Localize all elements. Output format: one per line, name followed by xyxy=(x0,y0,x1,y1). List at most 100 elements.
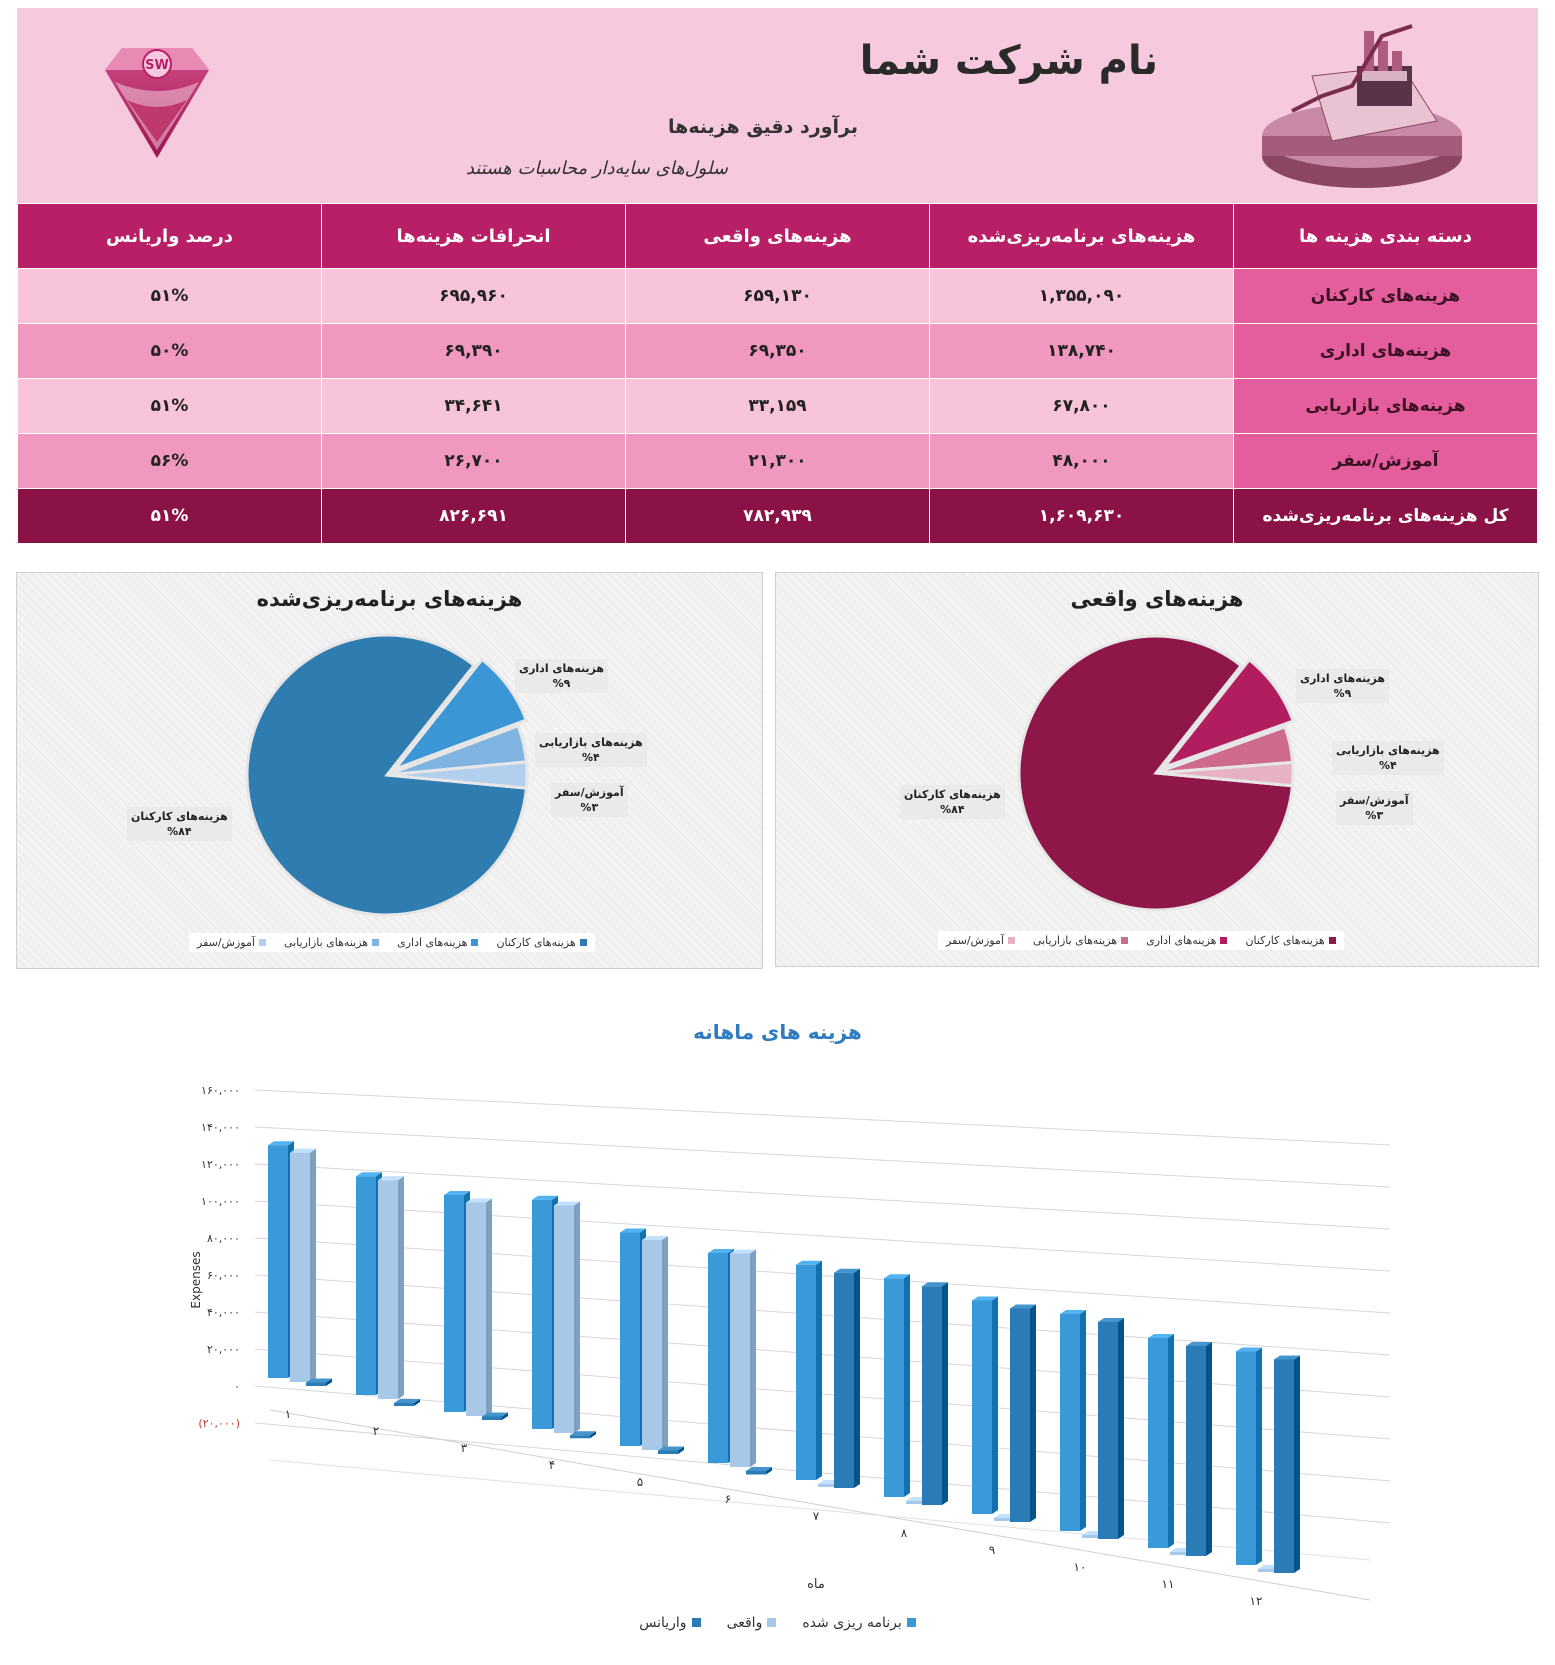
x-tick-label: ۲ xyxy=(373,1424,379,1438)
bar[interactable] xyxy=(290,1152,310,1382)
bar[interactable] xyxy=(444,1195,464,1412)
bar[interactable] xyxy=(1148,1338,1168,1548)
pie-slice[interactable] xyxy=(1159,657,1296,771)
report-subtitle: برآورد دقیق هزینه‌ها xyxy=(668,116,858,138)
bar-side xyxy=(574,1201,580,1433)
bar-side xyxy=(750,1249,756,1467)
bar-top xyxy=(922,1282,948,1287)
row-planned[interactable]: ۱۳۸,۷۴۰ xyxy=(929,323,1234,379)
bar[interactable] xyxy=(466,1202,486,1417)
bar[interactable] xyxy=(1060,1314,1080,1531)
total-actual: ۷۸۲,۹۳۹ xyxy=(625,488,930,544)
row-deviation: ۳۴,۶۴۱ xyxy=(321,378,626,434)
bar[interactable] xyxy=(818,1484,838,1487)
bar[interactable] xyxy=(708,1253,728,1463)
bar-side xyxy=(662,1236,668,1450)
bar[interactable] xyxy=(570,1435,590,1439)
pie-slice[interactable] xyxy=(1017,634,1295,912)
legend-item: واریانس xyxy=(639,1615,701,1631)
bar[interactable] xyxy=(1186,1346,1206,1556)
bar[interactable] xyxy=(746,1471,766,1475)
actual-pie-legend: هزینه‌های کارکنان هزینه‌های اداری هزینه‌… xyxy=(938,931,1344,950)
bar[interactable] xyxy=(394,1403,414,1406)
bar[interactable] xyxy=(658,1450,678,1455)
bar[interactable] xyxy=(268,1145,288,1378)
pie-slice[interactable] xyxy=(386,760,529,790)
row-actual[interactable]: ۳۳,۱۵۹ xyxy=(625,378,930,434)
bar-side xyxy=(590,1431,596,1439)
row-planned[interactable]: ۴۸,۰۰۰ xyxy=(929,433,1234,489)
pie-slice[interactable] xyxy=(390,657,529,773)
total-deviation: ۸۲۶,۶۹۱ xyxy=(321,488,626,544)
gridline xyxy=(254,1385,1391,1482)
table-row: هزینه‌های بازاریابی ۶۷,۸۰۰ ۳۳,۱۵۹ ۳۴,۶۴۱… xyxy=(17,378,1538,434)
gridline xyxy=(254,1274,1391,1356)
bar[interactable] xyxy=(834,1272,854,1488)
header-actual: هزینه‌های واقعی xyxy=(625,203,930,269)
bar[interactable] xyxy=(532,1199,552,1429)
row-actual[interactable]: ۶۵۹,۱۳۰ xyxy=(625,268,930,324)
bar[interactable] xyxy=(796,1264,816,1480)
bar[interactable] xyxy=(356,1176,376,1395)
bar[interactable] xyxy=(1010,1308,1030,1523)
y-tick-label: ۱۰۰,۰۰۰ xyxy=(201,1195,240,1208)
total-label: کل هزینه‌های برنامه‌ریزی‌شده xyxy=(1233,488,1538,544)
row-planned[interactable]: ۶۷,۸۰۰ xyxy=(929,378,1234,434)
pie-slice[interactable] xyxy=(245,633,529,917)
bar-side xyxy=(816,1260,822,1480)
bar[interactable] xyxy=(994,1518,1014,1521)
bar-top xyxy=(394,1399,420,1403)
bar[interactable] xyxy=(972,1300,992,1515)
bar-side xyxy=(904,1274,910,1497)
bar[interactable] xyxy=(306,1382,326,1387)
row-actual[interactable]: ۲۱,۳۰۰ xyxy=(625,433,930,489)
pie-slice[interactable] xyxy=(1155,760,1295,788)
planned-label-marketing: هزینه‌های بازاریابی %۴ xyxy=(535,733,647,767)
header-variance-percent: درصد واریانس xyxy=(17,203,322,269)
bar-side xyxy=(1118,1318,1124,1539)
bar[interactable] xyxy=(1258,1569,1278,1572)
bar-top xyxy=(482,1412,508,1417)
svg-text:SW: SW xyxy=(145,58,169,73)
monthly-bar-chart[interactable]: (۲۰,۰۰۰) ۰ ۲۰,۰۰۰ ۴۰,۰۰۰ ۶۰,۰۰۰ ۸۰,۰۰۰ ۱۰۰,۰۰۰… xyxy=(0,1060,1555,1610)
bar[interactable] xyxy=(1082,1535,1102,1538)
legend-item: هزینه‌های بازاریابی xyxy=(284,936,380,949)
legend-item: برنامه ریزی شده xyxy=(802,1615,916,1631)
gridline xyxy=(254,1126,1391,1188)
bar[interactable] xyxy=(1098,1322,1118,1539)
bar[interactable] xyxy=(642,1240,662,1450)
bar[interactable] xyxy=(1274,1359,1294,1574)
row-actual[interactable]: ۶۹,۳۵۰ xyxy=(625,323,930,379)
bar-side xyxy=(1168,1334,1174,1548)
bar-top xyxy=(746,1467,772,1471)
bar[interactable] xyxy=(922,1286,942,1505)
bar-side xyxy=(942,1282,948,1505)
y-tick-label: ۶۰,۰۰۰ xyxy=(207,1269,240,1282)
planned-label-admin: هزینه‌های اداری %۹ xyxy=(515,659,609,693)
bar[interactable] xyxy=(1170,1552,1190,1555)
y-tick-label: ۴۰,۰۰۰ xyxy=(207,1306,240,1319)
header-banner: SW نام شرکت شما برآورد دقیق هزینه‌ها سلو… xyxy=(17,8,1538,203)
row-planned[interactable]: ۱,۳۵۵,۰۹۰ xyxy=(929,268,1234,324)
bar[interactable] xyxy=(884,1278,904,1497)
gridline xyxy=(254,1422,1391,1524)
row-variance: ۵۱% xyxy=(17,378,322,434)
row-category: هزینه‌های کارکنان xyxy=(1233,268,1538,324)
bar-top xyxy=(972,1296,998,1301)
bar[interactable] xyxy=(482,1416,502,1421)
bar[interactable] xyxy=(906,1501,926,1504)
bar[interactable] xyxy=(378,1180,398,1399)
row-category: هزینه‌های اداری xyxy=(1233,323,1538,379)
actual-costs-pie-panel[interactable]: هزینه‌های واقعی هزینه‌های کارکنان %۸۴ هزی… xyxy=(775,572,1539,967)
gridline xyxy=(254,1089,1391,1146)
bar[interactable] xyxy=(620,1232,640,1447)
actual-label-training: آموزش/سفر %۳ xyxy=(1336,791,1413,825)
bar[interactable] xyxy=(730,1253,750,1468)
bar-top xyxy=(290,1148,316,1153)
x-tick-label: ۱۲ xyxy=(1250,1594,1263,1608)
bar[interactable] xyxy=(1236,1351,1256,1566)
total-planned: ۱,۶۰۹,۶۳۰ xyxy=(929,488,1234,544)
bar-side xyxy=(310,1148,316,1382)
bar[interactable] xyxy=(554,1205,574,1434)
planned-costs-pie-panel[interactable]: هزینه‌های برنامه‌ریزی‌شده هزینه‌های کارک… xyxy=(16,572,763,969)
